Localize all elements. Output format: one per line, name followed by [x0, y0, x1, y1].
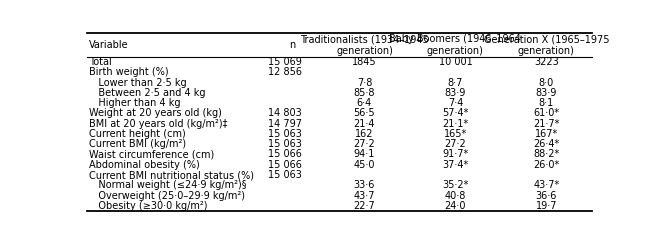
Text: 37·4*: 37·4*: [442, 160, 469, 170]
Text: Birth weight (%): Birth weight (%): [89, 67, 168, 77]
Text: 83·9: 83·9: [445, 88, 466, 98]
Text: 21·1*: 21·1*: [442, 119, 469, 129]
Text: 15 069: 15 069: [268, 57, 302, 67]
Text: 83·9: 83·9: [536, 88, 557, 98]
Text: 22·7: 22·7: [353, 201, 376, 211]
Text: 8·1: 8·1: [539, 98, 554, 108]
Text: Total: Total: [89, 57, 111, 67]
Text: 15 063: 15 063: [268, 170, 302, 180]
Text: 165*: 165*: [444, 129, 467, 139]
Text: Lower than 2·5 kg: Lower than 2·5 kg: [89, 78, 186, 88]
Text: 14 803: 14 803: [268, 108, 302, 118]
Text: 57·4*: 57·4*: [442, 108, 469, 118]
Text: Waist circumference (cm): Waist circumference (cm): [89, 150, 214, 160]
Text: 14 797: 14 797: [268, 119, 302, 129]
Text: BMI at 20 years old (kg/m²)‡: BMI at 20 years old (kg/m²)‡: [89, 119, 227, 129]
Text: 85·8: 85·8: [354, 88, 375, 98]
Text: 33·6: 33·6: [354, 180, 375, 190]
Text: 15 066: 15 066: [268, 150, 302, 160]
Text: Current BMI nutritional status (%): Current BMI nutritional status (%): [89, 170, 254, 180]
Text: 91·7*: 91·7*: [442, 150, 469, 160]
Text: 88·2*: 88·2*: [533, 150, 559, 160]
Text: Weight at 20 years old (kg): Weight at 20 years old (kg): [89, 108, 222, 118]
Text: 26·0*: 26·0*: [533, 160, 559, 170]
Text: Current height (cm): Current height (cm): [89, 129, 185, 139]
Text: 12 856: 12 856: [268, 67, 302, 77]
Text: Normal weight (≤24·9 kg/m²)§: Normal weight (≤24·9 kg/m²)§: [89, 180, 246, 190]
Text: 56·5: 56·5: [353, 108, 376, 118]
Text: 15 066: 15 066: [268, 160, 302, 170]
Text: 7·4: 7·4: [448, 98, 463, 108]
Text: Traditionalists (1934–1945
generation): Traditionalists (1934–1945 generation): [300, 34, 429, 56]
Text: Obesity (≥30·0 kg/m²): Obesity (≥30·0 kg/m²): [89, 201, 207, 211]
Text: 1845: 1845: [352, 57, 377, 67]
Text: 61·0*: 61·0*: [533, 108, 559, 118]
Text: 7·8: 7·8: [357, 78, 372, 88]
Text: 8·0: 8·0: [539, 78, 554, 88]
Text: Between 2·5 and 4 kg: Between 2·5 and 4 kg: [89, 88, 205, 98]
Text: 43·7: 43·7: [354, 190, 375, 201]
Text: 162: 162: [355, 129, 374, 139]
Text: 45·0: 45·0: [354, 160, 375, 170]
Text: 27·2: 27·2: [353, 139, 376, 149]
Text: Baby Boomers (1946–1964
generation): Baby Boomers (1946–1964 generation): [389, 34, 522, 56]
Text: Overweight (25·0–29·9 kg/m²): Overweight (25·0–29·9 kg/m²): [89, 190, 244, 201]
Text: 10 001: 10 001: [439, 57, 472, 67]
Text: 26·4*: 26·4*: [533, 139, 559, 149]
Text: n: n: [289, 40, 295, 50]
Text: 15 063: 15 063: [268, 129, 302, 139]
Text: Generation X (1965–1975
generation): Generation X (1965–1975 generation): [484, 34, 609, 56]
Text: Current BMI (kg/m²): Current BMI (kg/m²): [89, 139, 186, 149]
Text: Higher than 4 kg: Higher than 4 kg: [89, 98, 180, 108]
Text: 8·7: 8·7: [448, 78, 463, 88]
Text: 40·8: 40·8: [445, 190, 466, 201]
Text: 19·7: 19·7: [536, 201, 557, 211]
Text: 21·4: 21·4: [354, 119, 375, 129]
Text: 94·1: 94·1: [354, 150, 375, 160]
Text: 24·0: 24·0: [445, 201, 466, 211]
Text: 27·2: 27·2: [445, 139, 466, 149]
Text: Variable: Variable: [89, 40, 128, 50]
Text: 3223: 3223: [534, 57, 559, 67]
Text: 21·7*: 21·7*: [533, 119, 559, 129]
Text: 15 063: 15 063: [268, 139, 302, 149]
Text: 36·6: 36·6: [536, 190, 557, 201]
Text: 43·7*: 43·7*: [533, 180, 559, 190]
Text: 6·4: 6·4: [357, 98, 372, 108]
Text: 167*: 167*: [535, 129, 558, 139]
Text: Abdominal obesity (%): Abdominal obesity (%): [89, 160, 200, 170]
Text: 35·2*: 35·2*: [442, 180, 469, 190]
